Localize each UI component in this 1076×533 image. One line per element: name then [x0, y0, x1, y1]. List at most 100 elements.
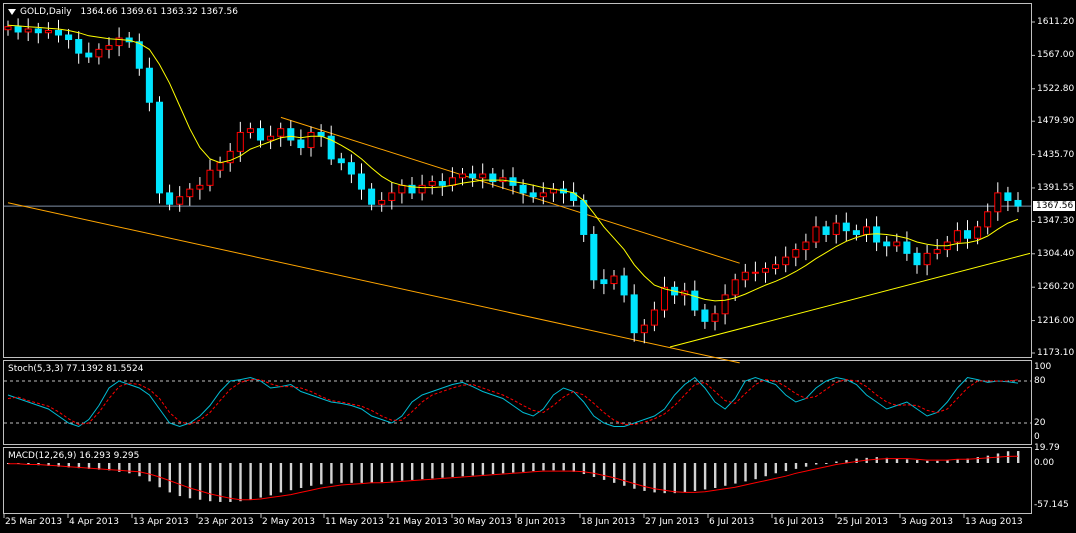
channel-upper-line: [280, 116, 740, 264]
x-tick-label: 3 Aug 2013: [901, 517, 953, 527]
macd-plot-layer: [7, 451, 1020, 502]
candle-body: [741, 271, 749, 281]
candle-body: [378, 199, 386, 205]
macd-histogram-bar: [804, 463, 808, 467]
macd-histogram-bar: [633, 463, 636, 489]
candle-body: [862, 226, 871, 235]
macd-histogram-bar: [128, 463, 131, 474]
macd-histogram-bar: [441, 463, 444, 478]
x-tick-label: 25 Mar 2013: [5, 517, 63, 527]
macd-histogram-bar: [986, 455, 990, 463]
candle-body: [620, 275, 628, 296]
candle-body: [418, 184, 426, 194]
candle-body: [388, 192, 396, 201]
stoch-y-tick-label: 0: [1034, 432, 1040, 442]
stoch-main-line: [7, 376, 1019, 428]
x-tick-label: 16 Jul 2013: [773, 517, 824, 527]
y-tick-label: 1216.00: [1037, 315, 1075, 326]
macd-histogram-bar: [936, 460, 939, 463]
candle-body: [105, 45, 113, 50]
macd-histogram-bar: [602, 463, 606, 480]
candle-body: [953, 230, 961, 243]
main-plot-layer: [4, 18, 1031, 364]
macd-histogram-bar: [421, 463, 424, 480]
candle-body: [246, 128, 254, 133]
macd-histogram-bar: [57, 463, 60, 467]
macd-histogram-bar: [370, 463, 373, 483]
candle-body: [711, 313, 719, 322]
candle-body: [751, 271, 759, 274]
candle-body: [267, 135, 275, 141]
y-tick-label: 1304.40: [1037, 248, 1075, 259]
macd-histogram-bar: [400, 463, 404, 481]
candle-body: [75, 39, 83, 54]
macd-histogram-bar: [97, 463, 101, 470]
macd-histogram-bar: [330, 463, 333, 484]
macd-histogram-bar: [350, 463, 353, 483]
macd-histogram-bar: [815, 463, 818, 465]
x-tick-label: 13 Apr 2013: [133, 517, 189, 527]
candle-body: [337, 158, 345, 164]
candle-body: [529, 192, 537, 198]
macd-histogram-bar: [956, 459, 959, 463]
candle-body: [287, 128, 295, 141]
macd-histogram-bar: [471, 463, 474, 476]
macd-histogram-bar: [168, 463, 171, 493]
candle-body: [873, 226, 881, 243]
candle-body: [206, 169, 214, 186]
candle-body: [479, 173, 487, 179]
candle-body: [933, 249, 941, 254]
candle-body: [297, 139, 305, 149]
candle-body: [307, 131, 315, 149]
candle-body: [14, 26, 22, 33]
candle-body: [216, 162, 224, 171]
candle-body: [822, 226, 830, 235]
macd-histogram-bar: [582, 463, 586, 475]
macd-histogram-bar: [643, 463, 646, 491]
candle-body: [923, 252, 931, 266]
macd-histogram-bar: [360, 463, 363, 483]
stoch-signal-line: [7, 379, 1019, 425]
macd-histogram-bar: [552, 463, 555, 471]
macd-histogram-bar: [178, 463, 182, 497]
stoch-y-tick-label: 80: [1034, 376, 1046, 386]
macd-histogram-bar: [461, 463, 464, 477]
candle-body: [772, 264, 780, 269]
macd-histogram-bar: [380, 463, 384, 483]
candle-body: [913, 252, 921, 266]
y-tick-label: 1347.30: [1037, 216, 1075, 227]
candle-body: [155, 101, 164, 194]
candle-body: [660, 286, 669, 311]
macd-histogram-bar: [289, 463, 293, 491]
x-tick-label: 13 Aug 2013: [965, 517, 1023, 527]
macd-histogram-bar: [1017, 451, 1020, 463]
candle-body: [701, 309, 709, 322]
axes-layer: [3, 21, 1035, 518]
candle-body: [963, 230, 972, 239]
candle-body: [994, 192, 1002, 213]
macd-histogram-bar: [623, 463, 626, 486]
y-tick-label: 1567.00: [1037, 50, 1075, 61]
candle-body: [802, 241, 810, 251]
current-price-label: 1367.56: [1033, 201, 1075, 212]
candle-body: [721, 294, 729, 315]
macd-histogram-bar: [835, 461, 838, 463]
stoch-y-tick-label: 100: [1034, 362, 1052, 372]
macd-histogram-bar: [895, 458, 899, 463]
stoch-panel-frame: [3, 360, 1032, 445]
candle-body: [489, 173, 497, 183]
macd-histogram-bar: [532, 463, 535, 472]
candle-body: [428, 181, 436, 186]
macd-histogram-bar: [673, 463, 676, 494]
macd-histogram-bar: [198, 463, 202, 500]
candle-body: [610, 275, 618, 285]
triangle-down-icon[interactable]: [8, 8, 16, 15]
candle-body: [65, 34, 73, 41]
candle-body: [519, 184, 527, 194]
candle-body: [852, 230, 860, 235]
macd-histogram-bar: [976, 457, 979, 463]
y-tick-label: 1479.90: [1037, 116, 1075, 127]
macd-histogram-bar: [794, 463, 798, 469]
candle-body: [458, 173, 467, 179]
stoch-panel-header: Stoch(5,3,3) 77.1392 81.5524: [8, 364, 144, 374]
